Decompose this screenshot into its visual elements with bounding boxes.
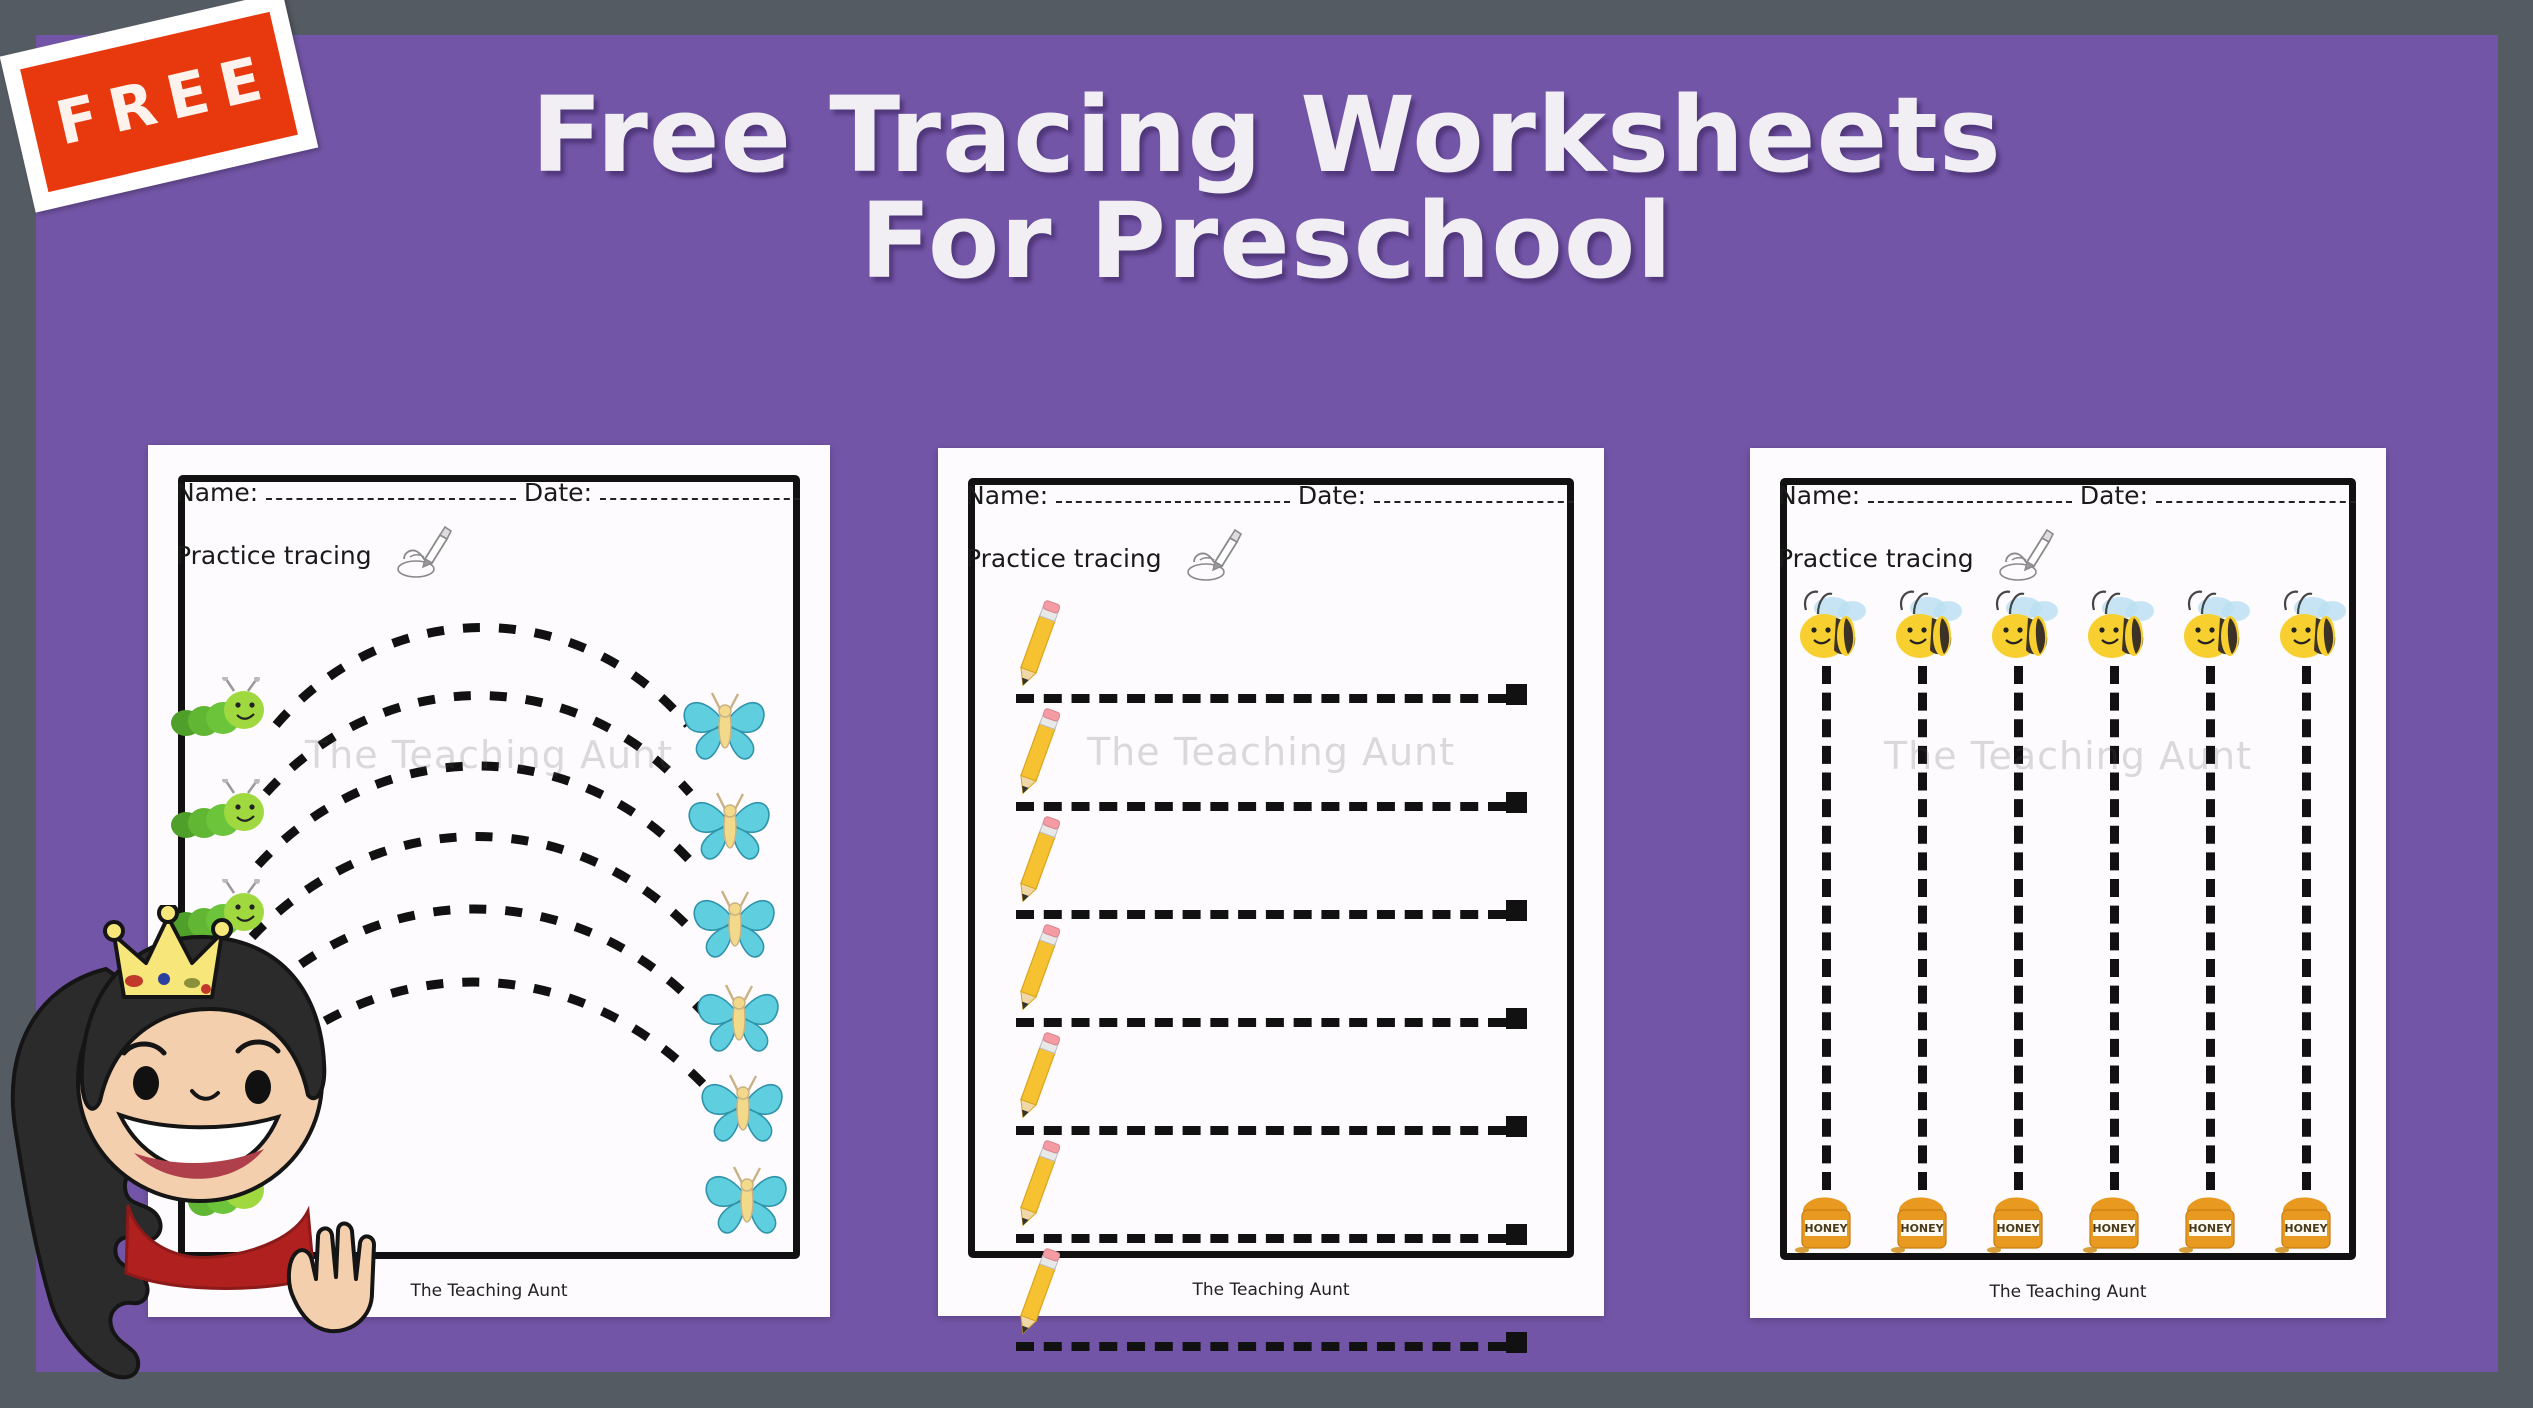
square-target-icon xyxy=(1506,1116,1527,1137)
honey-pot-icon: HONEY xyxy=(2174,1186,2248,1265)
hand-writing-pencil-icon xyxy=(1180,526,1246,590)
date-label: Date: xyxy=(523,478,592,507)
name-label: Name: xyxy=(1778,481,1861,510)
honey-pot-icon: HONEY xyxy=(1790,1186,1864,1265)
date-label: Date: xyxy=(1297,481,1366,510)
worksheet-vertical-content: Name: Date: Practice tracing xyxy=(1750,448,2386,1318)
caterpillar-icon xyxy=(170,973,282,1052)
practice-row: Practice tracing xyxy=(966,526,1246,590)
bee-icon xyxy=(2264,588,2354,675)
honey-pot-icon: HONEY xyxy=(1886,1186,1960,1265)
tracing-line xyxy=(1016,802,1506,811)
square-target-icon xyxy=(1506,1224,1527,1245)
bee-icon xyxy=(1976,588,2066,675)
worksheet-horizontal[interactable]: Name: Date: Practice tracing xyxy=(938,448,1604,1353)
tracing-line xyxy=(2302,666,2311,1190)
pencil-icon xyxy=(1016,922,1061,1019)
tracing-line xyxy=(1016,694,1506,703)
practice-row: Practice tracing xyxy=(176,523,456,587)
worksheet-border xyxy=(968,478,1574,1258)
practice-label: Practice tracing xyxy=(1778,543,1974,573)
worksheet-border xyxy=(1780,478,2356,1260)
worksheet-arcs[interactable]: Name: Date: Practice tracing xyxy=(148,445,830,1317)
name-write-line[interactable] xyxy=(1056,501,1290,503)
name-date-row: Name: Date: xyxy=(1778,470,2364,510)
pencil-icon xyxy=(1016,598,1061,695)
pencil-icon xyxy=(1016,814,1061,911)
honey-pot-icon: HONEY xyxy=(1982,1186,2056,1265)
watermark: The Teaching Aunt xyxy=(1883,734,2253,778)
pencil-icon xyxy=(1016,1138,1061,1235)
tracing-line xyxy=(1016,1018,1506,1027)
tracing-line xyxy=(2014,666,2023,1190)
tracing-line xyxy=(1822,666,1831,1190)
butterfly-icon xyxy=(686,881,782,966)
practice-label: Practice tracing xyxy=(176,540,372,570)
butterfly-icon xyxy=(694,1065,790,1150)
date-write-line[interactable] xyxy=(1374,501,1574,503)
caterpillar-icon xyxy=(170,675,282,756)
name-write-line[interactable] xyxy=(266,498,516,500)
practice-row: Practice tracing xyxy=(1778,526,2058,590)
credit-text: The Teaching Aunt xyxy=(410,1281,568,1301)
caterpillar-icon xyxy=(170,877,282,958)
svg-text:HONEY: HONEY xyxy=(2092,1222,2136,1235)
date-write-line[interactable] xyxy=(2156,501,2356,503)
square-target-icon xyxy=(1506,900,1527,921)
square-target-icon xyxy=(1506,1008,1527,1029)
practice-label: Practice tracing xyxy=(966,543,1162,573)
svg-text:HONEY: HONEY xyxy=(2284,1222,2328,1235)
bee-icon xyxy=(1880,588,1970,675)
svg-text:HONEY: HONEY xyxy=(2188,1222,2232,1235)
honey-pot-icon: HONEY xyxy=(2270,1186,2344,1265)
svg-text:HONEY: HONEY xyxy=(1804,1222,1848,1235)
credit-text: The Teaching Aunt xyxy=(1989,1282,2147,1302)
caterpillar-icon xyxy=(170,1157,282,1236)
hand-writing-pencil-icon xyxy=(390,523,456,587)
tracing-line xyxy=(2110,666,2119,1190)
bee-icon xyxy=(2168,588,2258,675)
square-target-icon xyxy=(1506,1332,1527,1353)
hand-writing-pencil-icon xyxy=(1992,526,2058,590)
pencil-icon xyxy=(1016,706,1061,803)
square-target-icon xyxy=(1506,792,1527,813)
bee-icon xyxy=(1784,588,1874,675)
worksheet-horizontal-content: Name: Date: Practice tracing xyxy=(938,448,1604,1353)
square-target-icon xyxy=(1506,684,1527,705)
butterfly-icon xyxy=(681,783,777,868)
svg-text:HONEY: HONEY xyxy=(1900,1222,1944,1235)
name-date-row: Name: Date: xyxy=(966,470,1582,510)
butterfly-icon xyxy=(698,1157,794,1242)
butterfly-icon xyxy=(676,683,772,768)
tracing-line xyxy=(1016,1126,1506,1135)
worksheet-vertical[interactable]: Name: Date: Practice tracing xyxy=(1750,448,2386,1318)
svg-text:HONEY: HONEY xyxy=(1996,1222,2040,1235)
pencil-icon xyxy=(1016,1030,1061,1127)
caterpillar-icon xyxy=(170,1065,282,1144)
date-label: Date: xyxy=(2079,481,2148,510)
tracing-line xyxy=(1016,910,1506,919)
tracing-line xyxy=(1016,1234,1506,1243)
worksheet-border xyxy=(178,475,800,1259)
tracing-line xyxy=(1918,666,1927,1190)
tracing-line xyxy=(2206,666,2215,1190)
pencil-icon xyxy=(1016,1246,1061,1343)
bee-icon xyxy=(2072,588,2162,675)
honey-pot-icon: HONEY xyxy=(2078,1186,2152,1265)
tracing-line xyxy=(1016,1342,1506,1351)
credit-text: The Teaching Aunt xyxy=(1192,1280,1350,1300)
name-label: Name: xyxy=(966,481,1049,510)
name-label: Name: xyxy=(176,478,259,507)
name-write-line[interactable] xyxy=(1868,501,2072,503)
caterpillar-icon xyxy=(170,777,282,858)
name-date-row: Name: Date: xyxy=(176,467,808,507)
worksheet-arcs-content: Name: Date: Practice tracing xyxy=(148,445,830,1317)
date-write-line[interactable] xyxy=(600,498,800,500)
butterfly-icon xyxy=(690,975,786,1060)
free-badge-label: FREE xyxy=(49,41,281,160)
